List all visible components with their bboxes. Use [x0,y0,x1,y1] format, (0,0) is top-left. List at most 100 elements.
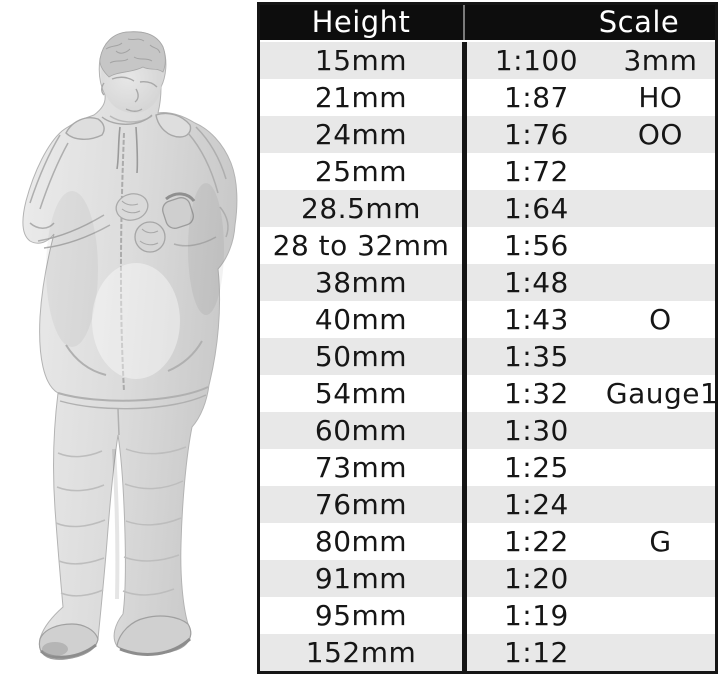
scale-ratio: 1:48 [503,265,569,299]
scale-cell: 1:72 [467,153,715,190]
column-divider [462,449,467,486]
height-cell: 28 to 32mm [260,227,462,264]
drawstrings [116,126,139,174]
scale-cell: 1:64 [467,190,715,227]
column-divider [462,190,467,227]
height-value: 50mm [314,339,408,373]
height-value: 91mm [314,561,408,595]
height-cell: 152mm [260,634,462,671]
scale-ratio: 1:32 [503,376,569,410]
gauge-name: OO [637,117,683,151]
scale-cell: 1:30 [467,412,715,449]
jacket-details [57,340,209,410]
table-row: 54mm 1:32 Gauge1 [260,375,719,412]
height-cell: 25mm [260,153,462,190]
column-divider [462,412,467,449]
column-divider [462,42,467,79]
height-cell: 73mm [260,449,462,486]
scale-ratio: 1:64 [503,191,569,225]
table-row: 38mm 1:48 [260,264,715,301]
gauge-name: Gauge1 [605,376,719,410]
height-value: 95mm [314,598,408,632]
hair [99,31,166,78]
header-scale: Scale [467,5,715,42]
scale-cell: 1:56 [467,227,715,264]
scale-ratio: 1:56 [503,228,569,262]
watch-band [165,192,196,202]
height-cell: 40mm [260,301,462,338]
height-cell: 28.5mm [260,190,462,227]
scale-cell: 1:20 [467,560,715,597]
shading [46,183,224,379]
hair-texture [105,38,161,64]
table-row: 50mm 1:35 [260,338,715,375]
height-value: 15mm [314,43,408,77]
table-row: 28 to 32mm 1:56 [260,227,715,264]
jeans-creases [55,408,187,600]
table-row: 73mm 1:25 [260,449,715,486]
scale-ratio: 1:72 [503,154,569,188]
height-cell: 38mm [260,264,462,301]
height-value: 28 to 32mm [272,228,450,262]
height-value: 152mm [305,635,417,669]
scale-cell: 1:100 3mm [467,42,715,79]
column-divider [462,153,467,190]
height-cell: 24mm [260,116,462,153]
column-divider [462,597,467,634]
header-scale-label: Scale [598,5,680,39]
scale-cell: 1:25 [467,449,715,486]
height-cell: 91mm [260,560,462,597]
body-silhouette [22,31,238,660]
height-value: 38mm [314,265,408,299]
gauge-name: O [649,302,672,336]
height-cell: 50mm [260,338,462,375]
scale-cell: 1:48 [467,264,715,301]
face-features [101,76,158,123]
height-value: 40mm [314,302,408,336]
column-divider [462,486,467,523]
table-row: 152mm 1:12 [260,634,715,671]
height-value: 28.5mm [301,191,421,225]
table-row: 80mm 1:22 G [260,523,715,560]
table-row: 95mm 1:19 [260,597,715,634]
scale-cell: 1:32 Gauge1 [467,375,719,412]
header-height-label: Height [311,5,411,39]
table-row: 15mm 1:100 3mm [260,42,715,79]
header-height: Height [260,5,462,42]
height-value: 80mm [314,524,408,558]
column-divider [462,634,467,671]
gauge-name: 3mm [623,43,698,77]
column-divider [462,375,467,412]
scale-ratio: 1:35 [503,339,569,373]
scale-cell: 1:22 G [467,523,715,560]
scale-ratio: 1:19 [503,598,569,632]
scale-cell: 1:19 [467,597,715,634]
scale-ratio: 1:24 [503,487,569,521]
column-divider [462,227,467,264]
height-cell: 80mm [260,523,462,560]
scale-ratio: 1:76 [503,117,569,151]
height-value: 24mm [314,117,408,151]
height-value: 25mm [314,154,408,188]
scale-cell: 1:87 HO [467,79,715,116]
zipper [119,132,125,392]
height-cell: 54mm [260,375,462,412]
scale-ratio: 1:22 [503,524,569,558]
height-value: 73mm [314,450,408,484]
gauge-name: HO [638,80,683,114]
shoes [38,615,192,660]
scale-ratio: 1:43 [503,302,569,336]
column-divider [462,301,467,338]
table-row: 76mm 1:24 [260,486,715,523]
table-row: 25mm 1:72 [260,153,715,190]
table-row: 91mm 1:20 [260,560,715,597]
scale-cell: 1:35 [467,338,715,375]
height-value: 21mm [314,80,408,114]
height-cell: 21mm [260,79,462,116]
table-row: 40mm 1:43 O [260,301,715,338]
table-row: 21mm 1:87 HO [260,79,715,116]
table-row: 60mm 1:30 [260,412,715,449]
scale-cell: 1:76 OO [467,116,715,153]
scale-ratio: 1:87 [503,80,569,114]
